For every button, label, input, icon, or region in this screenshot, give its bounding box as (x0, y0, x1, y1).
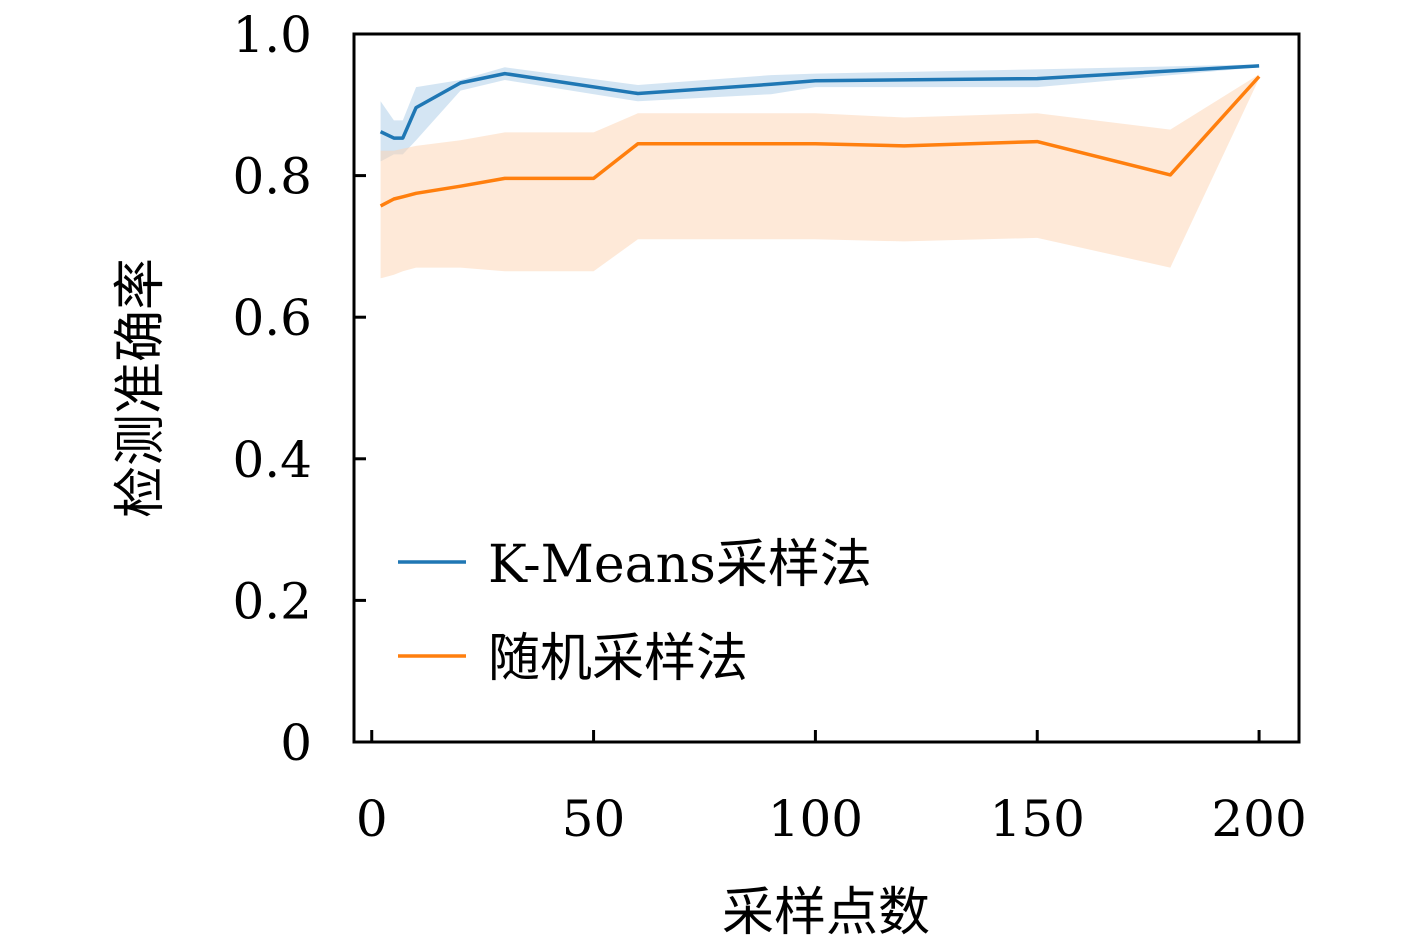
y-tick-label-1.0: 1.0 (232, 6, 312, 64)
x-axis-title: 采样点数 (722, 883, 930, 943)
x-tick-label-50: 50 (562, 790, 626, 848)
legend: K-Means采样法 随机采样法 (398, 535, 872, 689)
series-lines (379, 64, 1261, 208)
legend-label-kmeans: K-Means采样法 (488, 535, 872, 595)
x-tick-label-100: 100 (768, 790, 863, 848)
y-tick-label-0.6: 0.6 (232, 289, 312, 347)
y-axis-title: 检测准确率 (111, 258, 171, 518)
x-tick-label-150: 150 (990, 790, 1085, 848)
x-tick-label-0: 0 (356, 790, 388, 848)
x-axis-ticks: 0 50 100 150 200 (356, 730, 1307, 848)
series-line-kmeans (379, 64, 1260, 140)
y-tick-label-0: 0 (280, 714, 312, 772)
band-random (380, 74, 1260, 279)
confidence-bands (380, 64, 1260, 279)
plot-frame (352, 32, 1301, 744)
x-tick-label-200: 200 (1211, 790, 1306, 848)
y-tick-label-0.4: 0.4 (232, 431, 312, 489)
legend-label-random: 随机采样法 (488, 629, 748, 689)
y-tick-label-0.2: 0.2 (232, 572, 312, 630)
y-tick-label-0.8: 0.8 (232, 148, 312, 206)
series-line-random (379, 75, 1261, 208)
y-axis-ticks: 0 0.2 0.4 0.6 0.8 1.0 (232, 6, 366, 772)
